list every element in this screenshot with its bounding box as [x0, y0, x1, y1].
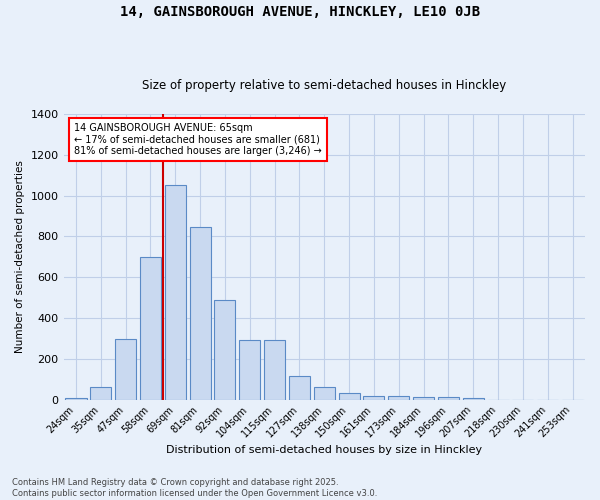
Bar: [463, 398, 484, 400]
Bar: [438, 397, 459, 400]
X-axis label: Distribution of semi-detached houses by size in Hinckley: Distribution of semi-detached houses by …: [166, 445, 482, 455]
Bar: [115, 340, 136, 400]
Bar: [239, 340, 260, 400]
Bar: [264, 340, 285, 400]
Text: 14, GAINSBOROUGH AVENUE, HINCKLEY, LE10 0JB: 14, GAINSBOROUGH AVENUE, HINCKLEY, LE10 …: [120, 5, 480, 19]
Bar: [314, 387, 335, 400]
Title: Size of property relative to semi-detached houses in Hinckley: Size of property relative to semi-detach…: [142, 79, 506, 92]
Bar: [388, 396, 409, 400]
Bar: [214, 300, 235, 400]
Bar: [165, 186, 186, 400]
Bar: [140, 257, 161, 400]
Bar: [65, 398, 86, 400]
Bar: [413, 396, 434, 400]
Text: Contains HM Land Registry data © Crown copyright and database right 2025.
Contai: Contains HM Land Registry data © Crown c…: [12, 478, 377, 498]
Y-axis label: Number of semi-detached properties: Number of semi-detached properties: [15, 160, 25, 354]
Bar: [190, 227, 211, 400]
Bar: [289, 376, 310, 400]
Bar: [364, 396, 385, 400]
Text: 14 GAINSBOROUGH AVENUE: 65sqm
← 17% of semi-detached houses are smaller (681)
81: 14 GAINSBOROUGH AVENUE: 65sqm ← 17% of s…: [74, 122, 322, 156]
Bar: [338, 392, 359, 400]
Bar: [90, 388, 112, 400]
